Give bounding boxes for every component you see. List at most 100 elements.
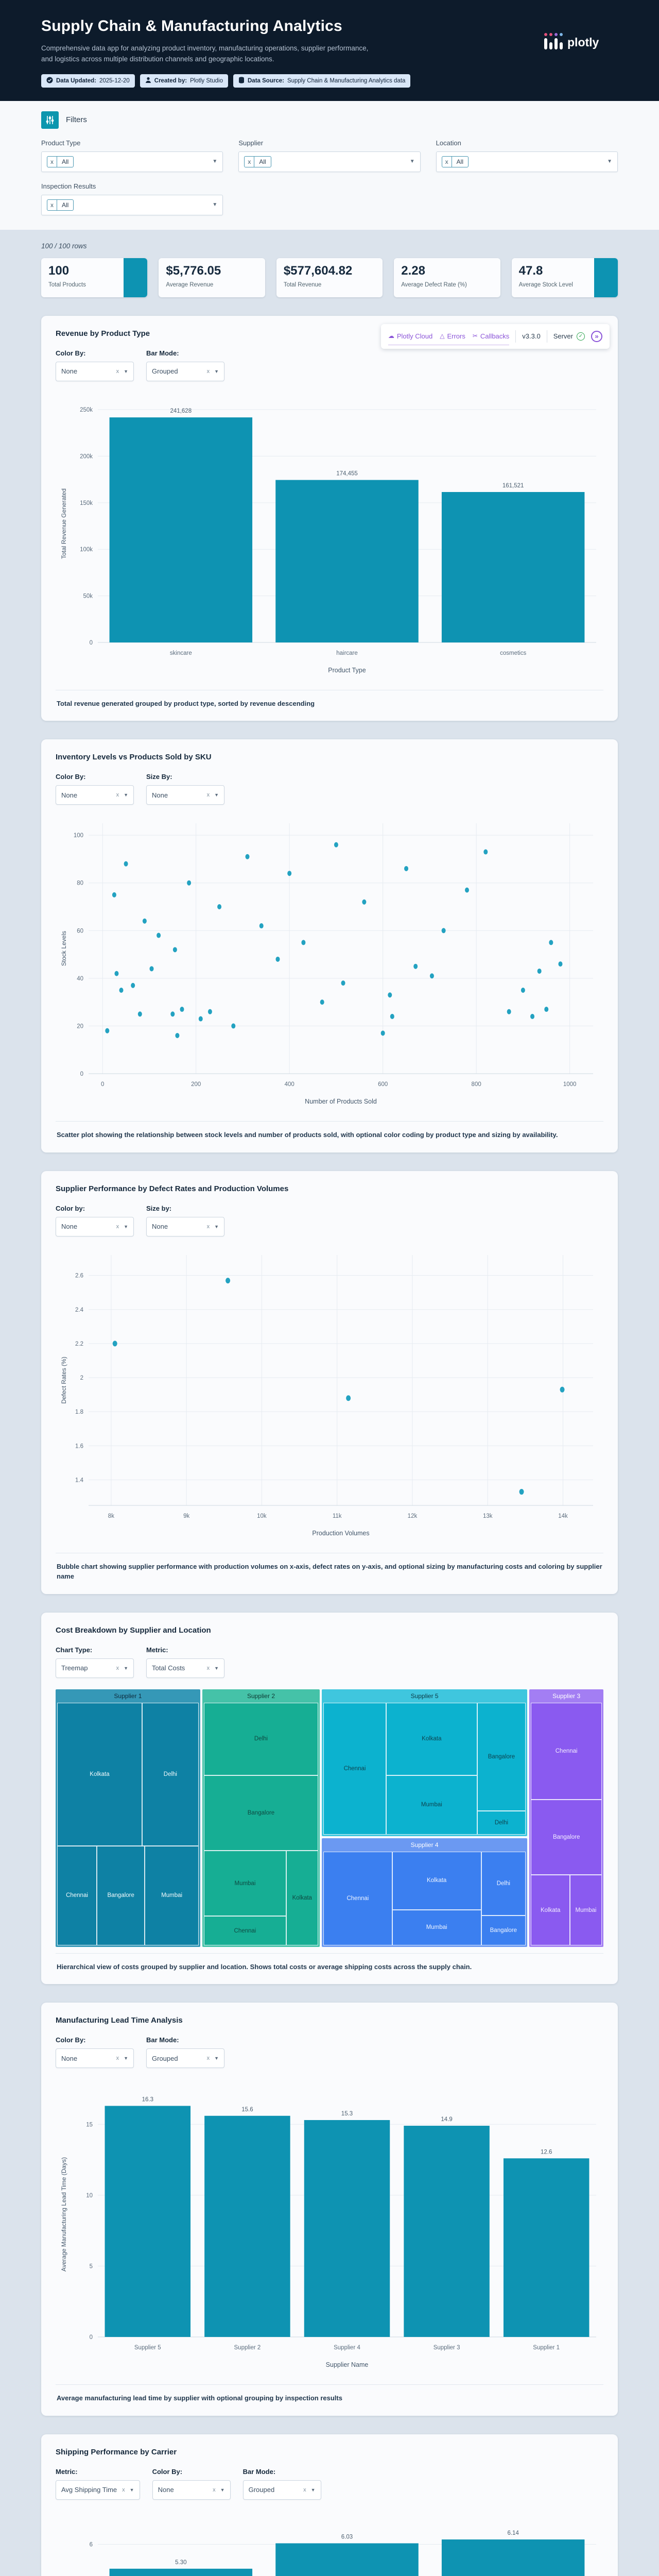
treemap-cell-supplier-5-bangalore[interactable]: Bangalore [477,1702,526,1811]
select-size-by-inventory[interactable]: None x ▼ [146,785,224,805]
treemap-cost-breakdown[interactable]: Supplier 1 Kolkata Delhi Chennai Bangalore Mu… [56,1689,603,1947]
select-color-by-inventory[interactable]: None x ▼ [56,785,134,805]
treemap-cell-supplier-1-delhi[interactable]: Delhi [142,1702,199,1846]
clear-icon[interactable]: x [122,2486,125,2493]
bar-chart-lead-time[interactable]: 0 5 10 15 16.3 Supplier 5 15.6 Supplier 2 15.3 Su… [56,2074,603,2378]
bar-chart-shipping-performance[interactable]: 01234565.30Carrier B6.03Carrier C6.14Car… [56,2506,603,2576]
clear-icon[interactable]: x [206,2055,210,2062]
data-point[interactable] [558,961,563,967]
treemap-cell-supplier-3-chennai[interactable]: Chennai [531,1702,602,1800]
clear-icon[interactable]: x [116,792,119,799]
bar-chart-revenue-by-product-type[interactable]: 0 50k 100k 150k 200k 250k 241,628 skincare 174,4… [56,387,603,684]
clear-icon[interactable]: x [116,368,119,375]
bar-supplier-2[interactable] [204,2116,290,2337]
treemap-cell-supplier-1-kolkata[interactable]: Kolkata [57,1702,142,1846]
data-point[interactable] [245,854,250,860]
data-point[interactable] [112,892,116,898]
bar-haircare[interactable] [275,480,419,642]
select-color-by-leadtime[interactable]: None x ▼ [56,2048,134,2069]
select-bar-mode-revenue[interactable]: Grouped x ▼ [146,361,224,381]
data-point[interactable] [537,969,542,974]
data-point[interactable] [137,1011,142,1017]
treemap-cell-supplier-1-chennai[interactable]: Chennai [57,1845,97,1945]
treemap-cell-supplier-4-delhi[interactable]: Delhi [481,1851,526,1916]
data-point[interactable] [287,871,292,876]
data-point[interactable] [388,992,392,998]
data-point[interactable] [131,983,135,989]
data-point[interactable] [275,957,280,962]
clear-icon[interactable]: x [206,1223,210,1230]
data-point[interactable] [198,1016,203,1022]
treemap-cell-supplier-4-bangalore[interactable]: Bangalore [481,1915,526,1945]
treemap-cell-supplier-5-delhi[interactable]: Delhi [477,1810,526,1835]
data-point[interactable] [112,1341,117,1347]
treemap-group-label[interactable]: Supplier 5 [410,1692,439,1700]
data-point[interactable] [390,1014,394,1020]
data-point[interactable] [544,1007,549,1012]
selected-chip[interactable]: x All [47,199,74,211]
select-color-by-shipping[interactable]: None x ▼ [152,2480,231,2500]
data-point[interactable] [259,923,264,929]
data-point[interactable] [142,919,147,924]
treemap-cell-supplier-4-mumbai[interactable]: Mumbai [392,1909,481,1945]
data-point[interactable] [226,1277,231,1283]
treemap-cell-supplier-1-bangalore[interactable]: Bangalore [96,1845,145,1945]
data-point[interactable] [157,933,161,938]
clear-icon[interactable]: x [116,1665,119,1671]
bar-skincare[interactable] [109,417,253,642]
clear-icon[interactable]: x [213,2486,216,2493]
selected-chip[interactable]: x All [244,156,271,167]
data-point[interactable] [301,940,306,945]
plotly-cloud-link[interactable]: ☁ Plotly Cloud [388,332,433,340]
data-point[interactable] [180,1007,184,1012]
treemap-cell-supplier-2-chennai[interactable]: Chennai [204,1916,286,1945]
select-metric-shipping[interactable]: Avg Shipping Time x ▼ [56,2480,140,2500]
data-point[interactable] [519,1488,524,1495]
data-point[interactable] [362,900,367,905]
bar-supplier-1[interactable] [503,2158,589,2337]
data-point[interactable] [187,880,192,886]
remove-chip-icon[interactable]: x [47,156,57,167]
clear-icon[interactable]: x [206,368,210,375]
treemap-group-label[interactable]: Supplier 2 [247,1692,275,1700]
bar-carrier-b[interactable] [109,2568,253,2576]
treemap-cell-supplier-2-delhi[interactable]: Delhi [204,1702,318,1776]
selected-chip[interactable]: x All [441,156,469,167]
data-point[interactable] [549,940,553,945]
bubble-chart-supplier-performance[interactable]: 1.4 1.6 1.8 2 2.2 2.4 2.6 8k 9k 10k 11k 12k 13k 14k Pr… [56,1243,603,1547]
select-metric-costs[interactable]: Total Costs x ▼ [146,1658,224,1678]
select-color-by-revenue[interactable]: None x ▼ [56,361,134,381]
remove-chip-icon[interactable]: x [245,156,255,167]
filter-select-product-type[interactable]: x All ▼ [41,151,223,172]
treemap-cell-supplier-5-mumbai[interactable]: Mumbai [386,1775,477,1835]
data-point[interactable] [441,928,446,934]
data-point[interactable] [105,1028,110,1034]
bar-supplier-3[interactable] [404,2126,490,2337]
select-color-by-supplier[interactable]: None x ▼ [56,1216,134,1236]
bar-supplier-5[interactable] [105,2106,191,2337]
select-bar-mode-leadtime[interactable]: Grouped x ▼ [146,2048,224,2069]
data-point[interactable] [346,1395,351,1401]
treemap-cell-supplier-4-chennai[interactable]: Chennai [323,1851,392,1945]
treemap-group-label[interactable]: Supplier 1 [114,1692,142,1700]
treemap-cell-supplier-2-bangalore[interactable]: Bangalore [204,1775,318,1851]
clear-icon[interactable]: x [303,2486,306,2493]
scatter-chart-inventory-vs-sold[interactable]: 0 20 40 60 80 100 0 200 400 600 800 1000 Number of P… [56,811,603,1115]
data-point[interactable] [380,1030,385,1036]
data-point[interactable] [341,980,345,986]
data-point[interactable] [560,1386,565,1393]
bar-carrier-a[interactable] [441,2539,585,2576]
treemap-cell-supplier-1-mumbai[interactable]: Mumbai [145,1845,199,1945]
data-point[interactable] [320,999,324,1005]
data-point[interactable] [172,947,177,953]
treemap-cell-supplier-2-mumbai[interactable]: Mumbai [204,1851,286,1917]
data-point[interactable] [521,988,525,993]
data-point[interactable] [119,988,124,993]
treemap-cell-supplier-4-kolkata[interactable]: Kolkata [392,1851,481,1910]
select-size-by-supplier[interactable]: None x ▼ [146,1216,224,1236]
collapse-toolbar-button[interactable]: » [591,330,602,342]
select-chart-type-costs[interactable]: Treemap x ▼ [56,1658,134,1678]
clear-icon[interactable]: x [206,1665,210,1671]
data-point[interactable] [170,1011,175,1017]
filter-select-location[interactable]: x All ▼ [436,151,618,172]
